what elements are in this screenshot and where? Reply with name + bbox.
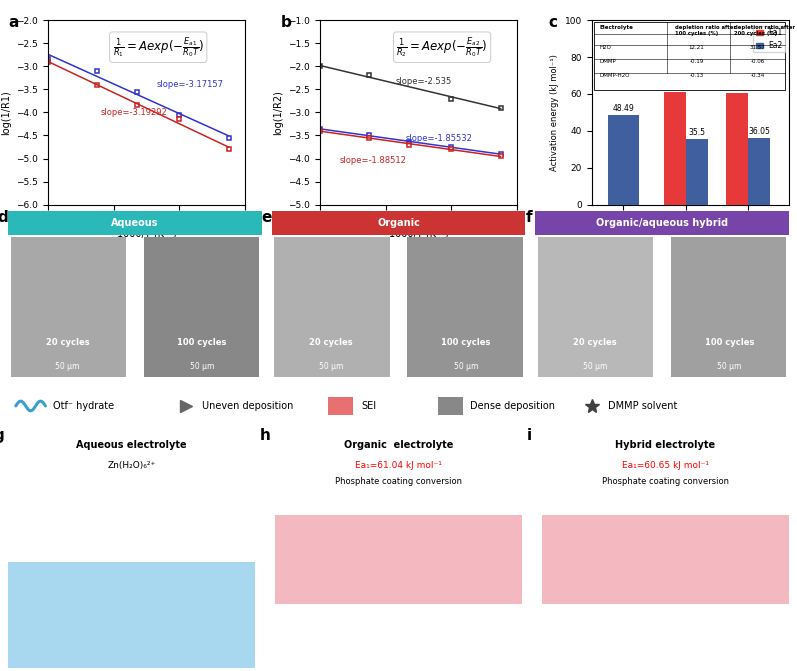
Text: DMMP: DMMP bbox=[600, 59, 617, 64]
Text: slope=-2.535: slope=-2.535 bbox=[395, 76, 452, 86]
Text: 50 μm: 50 μm bbox=[717, 362, 742, 370]
Bar bbox=[748, 138, 770, 205]
Y-axis label: log(1/R1): log(1/R1) bbox=[1, 90, 10, 135]
Text: 12.21: 12.21 bbox=[689, 45, 705, 50]
Text: 100 cycles: 100 cycles bbox=[177, 338, 226, 347]
Text: slope=-3.17157: slope=-3.17157 bbox=[156, 80, 223, 89]
Y-axis label: Activation energy (kJ mol⁻¹): Activation energy (kJ mol⁻¹) bbox=[551, 54, 559, 171]
Text: 50 μm: 50 μm bbox=[583, 362, 607, 370]
Text: -0.19: -0.19 bbox=[689, 59, 704, 64]
FancyBboxPatch shape bbox=[272, 211, 525, 235]
Text: 60.65: 60.65 bbox=[726, 82, 748, 91]
Text: slope=-3.19292: slope=-3.19292 bbox=[100, 108, 167, 117]
Text: 48.49: 48.49 bbox=[612, 104, 634, 113]
FancyBboxPatch shape bbox=[594, 22, 785, 91]
Text: 20 cycles: 20 cycles bbox=[573, 338, 617, 347]
Text: Organic: Organic bbox=[377, 218, 420, 228]
FancyBboxPatch shape bbox=[275, 515, 522, 604]
Text: 20 cycles: 20 cycles bbox=[309, 338, 353, 347]
Text: 50 μm: 50 μm bbox=[453, 362, 478, 370]
FancyBboxPatch shape bbox=[10, 236, 126, 377]
X-axis label: 1000/T (K⁻¹): 1000/T (K⁻¹) bbox=[116, 229, 176, 239]
Text: DMMP-H2O: DMMP-H2O bbox=[600, 72, 630, 78]
Text: 35.5: 35.5 bbox=[689, 128, 705, 138]
Text: Organic/aqueous hybrid: Organic/aqueous hybrid bbox=[596, 218, 728, 228]
Text: DMMP solvent: DMMP solvent bbox=[608, 401, 677, 411]
Text: e: e bbox=[261, 209, 272, 225]
Text: depletion ratio after
200 cycles (%): depletion ratio after 200 cycles (%) bbox=[734, 25, 795, 36]
Text: b: b bbox=[281, 15, 292, 30]
Text: Aqueous electrolyte: Aqueous electrolyte bbox=[77, 440, 186, 450]
Text: $\frac{1}{R_2} = Aexp(-\frac{E_{a2}}{R_0T})$: $\frac{1}{R_2} = Aexp(-\frac{E_{a2}}{R_0… bbox=[396, 35, 488, 60]
Text: 31.57: 31.57 bbox=[750, 45, 765, 50]
FancyBboxPatch shape bbox=[143, 236, 259, 377]
Text: 50 μm: 50 μm bbox=[190, 362, 214, 370]
Text: -0.34: -0.34 bbox=[750, 72, 764, 78]
Text: 100 cycles: 100 cycles bbox=[441, 338, 490, 347]
Bar bbox=[664, 92, 685, 205]
Text: f: f bbox=[525, 209, 532, 225]
Text: depletion ratio after
100 cycles (%): depletion ratio after 100 cycles (%) bbox=[675, 25, 736, 36]
FancyBboxPatch shape bbox=[438, 397, 462, 415]
Bar bbox=[685, 139, 708, 205]
Text: Otf⁻ hydrate: Otf⁻ hydrate bbox=[53, 401, 115, 411]
FancyBboxPatch shape bbox=[542, 515, 789, 604]
Text: Dense deposition: Dense deposition bbox=[470, 401, 556, 411]
Text: Ea₁=61.04 kJ mol⁻¹: Ea₁=61.04 kJ mol⁻¹ bbox=[355, 461, 442, 470]
FancyBboxPatch shape bbox=[328, 397, 353, 415]
Text: Aqueous: Aqueous bbox=[111, 218, 159, 228]
Legend: Ea1, Ea2: Ea1, Ea2 bbox=[753, 25, 785, 52]
Text: slope=-1.85532: slope=-1.85532 bbox=[406, 134, 472, 143]
FancyBboxPatch shape bbox=[8, 211, 261, 235]
Text: h: h bbox=[260, 428, 271, 443]
Text: Zn(H₂O)₆²⁺: Zn(H₂O)₆²⁺ bbox=[108, 461, 155, 470]
FancyBboxPatch shape bbox=[536, 211, 789, 235]
FancyBboxPatch shape bbox=[8, 562, 255, 668]
Text: H2O: H2O bbox=[600, 45, 611, 50]
Text: Organic  electrolyte: Organic electrolyte bbox=[344, 440, 453, 450]
Text: Electrolyte: Electrolyte bbox=[600, 25, 634, 30]
Text: Hybrid electrolyte: Hybrid electrolyte bbox=[615, 440, 716, 450]
Text: a: a bbox=[9, 15, 19, 30]
Text: 20 cycles: 20 cycles bbox=[45, 338, 89, 347]
Text: Uneven deposition: Uneven deposition bbox=[202, 401, 293, 411]
FancyBboxPatch shape bbox=[671, 236, 787, 377]
Text: Phosphate coating conversion: Phosphate coating conversion bbox=[602, 478, 729, 486]
Text: slope=-1.88512: slope=-1.88512 bbox=[340, 156, 406, 165]
Text: -0.13: -0.13 bbox=[689, 72, 704, 78]
Text: i: i bbox=[527, 428, 532, 443]
Y-axis label: log(1/R2): log(1/R2) bbox=[273, 90, 283, 135]
Text: $\frac{1}{R_1} = Aexp(-\frac{E_{a1}}{R_0T})$: $\frac{1}{R_1} = Aexp(-\frac{E_{a1}}{R_0… bbox=[112, 35, 204, 60]
X-axis label: 1000/T (K⁻¹): 1000/T (K⁻¹) bbox=[389, 229, 448, 239]
FancyBboxPatch shape bbox=[274, 236, 390, 377]
Text: Phosphate coating conversion: Phosphate coating conversion bbox=[335, 478, 462, 486]
Text: Ea₁=60.65 kJ mol⁻¹: Ea₁=60.65 kJ mol⁻¹ bbox=[622, 461, 709, 470]
Bar bbox=[726, 93, 748, 205]
Text: 50 μm: 50 μm bbox=[319, 362, 344, 370]
FancyBboxPatch shape bbox=[538, 236, 654, 377]
Text: 50 μm: 50 μm bbox=[55, 362, 80, 370]
Text: -0.06: -0.06 bbox=[750, 59, 764, 64]
Text: SEI: SEI bbox=[361, 401, 376, 411]
Text: 36.05: 36.05 bbox=[748, 127, 770, 136]
Text: 61.04: 61.04 bbox=[664, 81, 685, 90]
FancyBboxPatch shape bbox=[407, 236, 523, 377]
Text: 100 cycles: 100 cycles bbox=[705, 338, 754, 347]
Bar bbox=[608, 115, 638, 205]
Text: d: d bbox=[0, 209, 9, 225]
Text: c: c bbox=[548, 15, 558, 30]
Text: g: g bbox=[0, 428, 4, 443]
